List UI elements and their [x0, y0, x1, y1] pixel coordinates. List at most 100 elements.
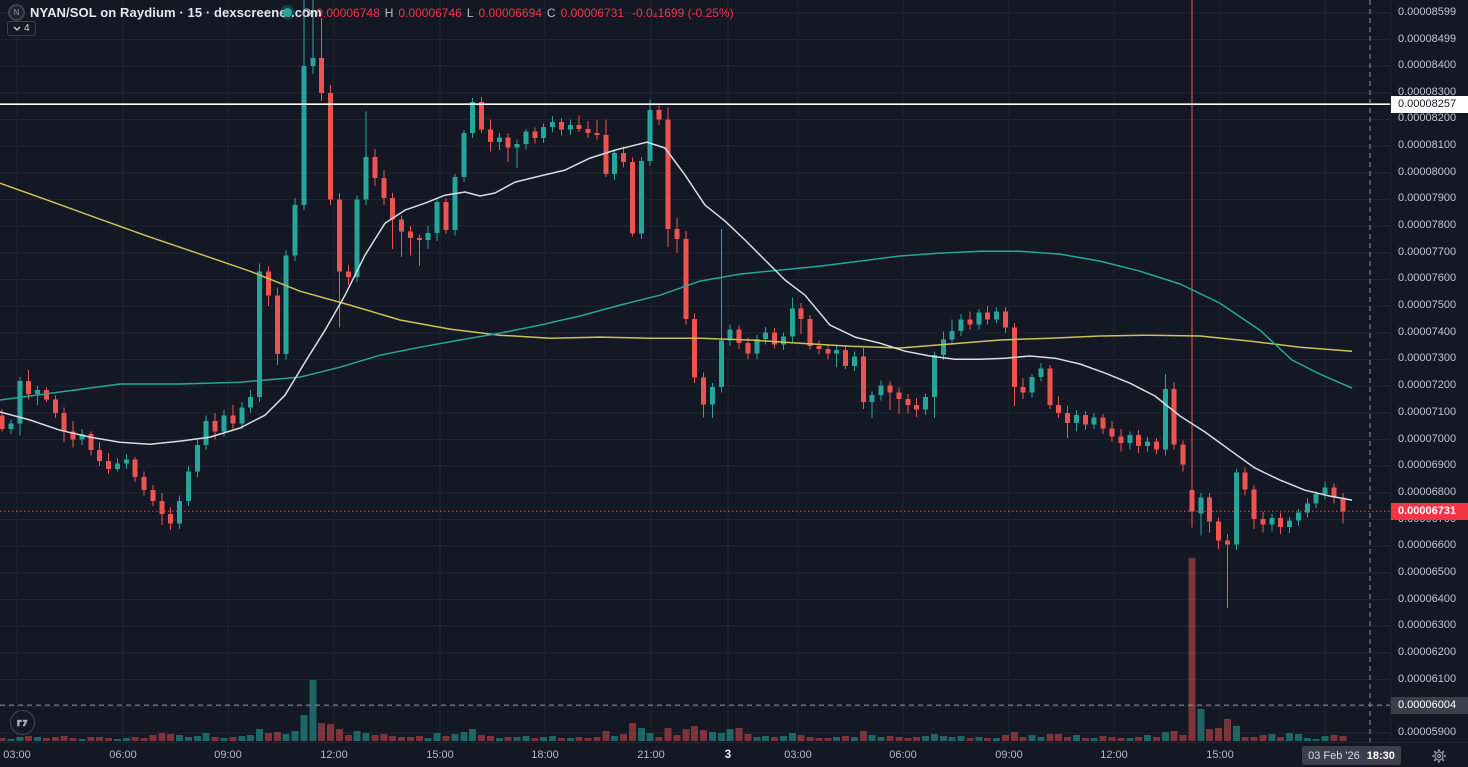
- candle: [1269, 517, 1275, 525]
- candle: [825, 348, 831, 354]
- price-axis-label: 0.00007300: [1398, 352, 1457, 365]
- gridlines: [0, 0, 1390, 742]
- candle: [194, 444, 200, 472]
- crosshair-time: 18:30: [1366, 749, 1395, 762]
- volume-bar: [1161, 732, 1169, 741]
- volume-bar: [256, 729, 264, 741]
- candle: [354, 199, 360, 277]
- volume-bar: [273, 732, 281, 741]
- candle: [159, 500, 165, 515]
- volume-bar: [1046, 734, 1054, 741]
- ma-mid-teal: [0, 250, 1353, 401]
- price-axis-label: 0.00006900: [1398, 459, 1457, 472]
- candle: [390, 198, 396, 220]
- volume-bar: [1259, 735, 1267, 741]
- open-label: O: [302, 6, 312, 20]
- candle: [283, 255, 289, 355]
- candle: [523, 131, 529, 144]
- candle: [1100, 417, 1106, 429]
- volume-bar: [282, 734, 290, 741]
- volume-bar: [264, 733, 272, 741]
- crosshair-date-label: 03 Feb '26 18:30: [1302, 746, 1401, 765]
- symbol-title[interactable]: NYAN/SOL on Raydium · 15 · dexscreener.c…: [30, 5, 322, 20]
- candle: [203, 420, 209, 445]
- candle: [896, 392, 902, 399]
- price-axis-label: 0.00008100: [1398, 139, 1457, 152]
- candle: [434, 202, 440, 233]
- candle: [70, 431, 76, 440]
- volume-bar: [1241, 737, 1249, 741]
- candle: [674, 228, 680, 239]
- candle: [780, 336, 786, 345]
- candle: [1233, 472, 1239, 545]
- volume-bar: [1144, 735, 1152, 741]
- candle: [177, 500, 183, 524]
- volume-bar: [16, 737, 24, 741]
- volume-bar: [1223, 719, 1231, 741]
- candle: [709, 387, 715, 405]
- volume-bar: [362, 733, 370, 741]
- price-axis-label: 0.00006200: [1398, 645, 1457, 658]
- candle: [905, 398, 911, 405]
- candle: [1029, 376, 1035, 393]
- volume-bar: [575, 737, 583, 741]
- candle: [97, 450, 103, 461]
- candle: [621, 152, 627, 163]
- price-axis-label: 0.00007700: [1398, 245, 1457, 258]
- volume-bar: [229, 737, 237, 741]
- volume-bar: [1294, 734, 1302, 741]
- volume-bar: [1152, 737, 1160, 741]
- candle: [1251, 489, 1257, 520]
- candle: [612, 152, 618, 175]
- candle: [763, 332, 769, 340]
- candle: [301, 66, 307, 205]
- volume-bar: [708, 732, 716, 741]
- volume-bar: [700, 730, 708, 741]
- tradingview-watermark[interactable]: [10, 710, 35, 735]
- candle: [532, 131, 538, 139]
- candle: [967, 319, 973, 325]
- candle: [505, 137, 511, 148]
- candle: [1224, 540, 1230, 545]
- time-axis[interactable]: 03 Feb '26 18:30 03:00 06:00 09:00 12:00 15:…: [0, 742, 1468, 767]
- volume-bar: [495, 738, 503, 741]
- volume-bar: [868, 735, 876, 741]
- time-axis-label: 18:00: [531, 749, 559, 761]
- candle: [851, 356, 857, 366]
- price-axis-label: 0.00007400: [1398, 325, 1457, 338]
- candle: [43, 390, 49, 400]
- candle: [1340, 497, 1346, 512]
- candle: [168, 514, 174, 524]
- candle: [345, 271, 351, 277]
- candle: [1295, 512, 1301, 521]
- volume-bar: [842, 736, 850, 741]
- candle: [754, 339, 760, 354]
- volume-bar: [184, 737, 192, 741]
- volume-bar: [1250, 737, 1258, 741]
- crosshair-date: 03 Feb '26: [1308, 749, 1360, 762]
- settings-gear-button[interactable]: [1428, 745, 1450, 767]
- candle: [52, 399, 58, 413]
- close-label: C: [546, 6, 556, 20]
- volume-bar: [984, 738, 992, 741]
- candle: [985, 312, 991, 320]
- candle: [1091, 417, 1097, 425]
- low-label: L: [466, 6, 474, 20]
- volume-bar: [1090, 738, 1098, 741]
- ma-fast-white: [0, 141, 1353, 501]
- time-axis-label: 15:00: [1206, 749, 1234, 761]
- price-axis[interactable]: 0.00008599 0.00008499 0.00008400 0.00008300…: [1390, 0, 1468, 742]
- volume-bar: [353, 731, 361, 741]
- volume-bar: [1321, 736, 1329, 741]
- volume-bar: [1081, 738, 1089, 741]
- volume-bar: [1232, 726, 1240, 741]
- volume-bar: [806, 737, 814, 741]
- candle: [701, 377, 707, 405]
- chart-canvas[interactable]: [0, 0, 1390, 742]
- candle: [878, 385, 884, 396]
- volume-bar: [913, 737, 921, 741]
- time-axis-label: 09:00: [995, 749, 1023, 761]
- volume-bar: [1126, 738, 1134, 741]
- candle: [923, 396, 929, 410]
- indicators-toggle-button[interactable]: 4: [7, 21, 36, 36]
